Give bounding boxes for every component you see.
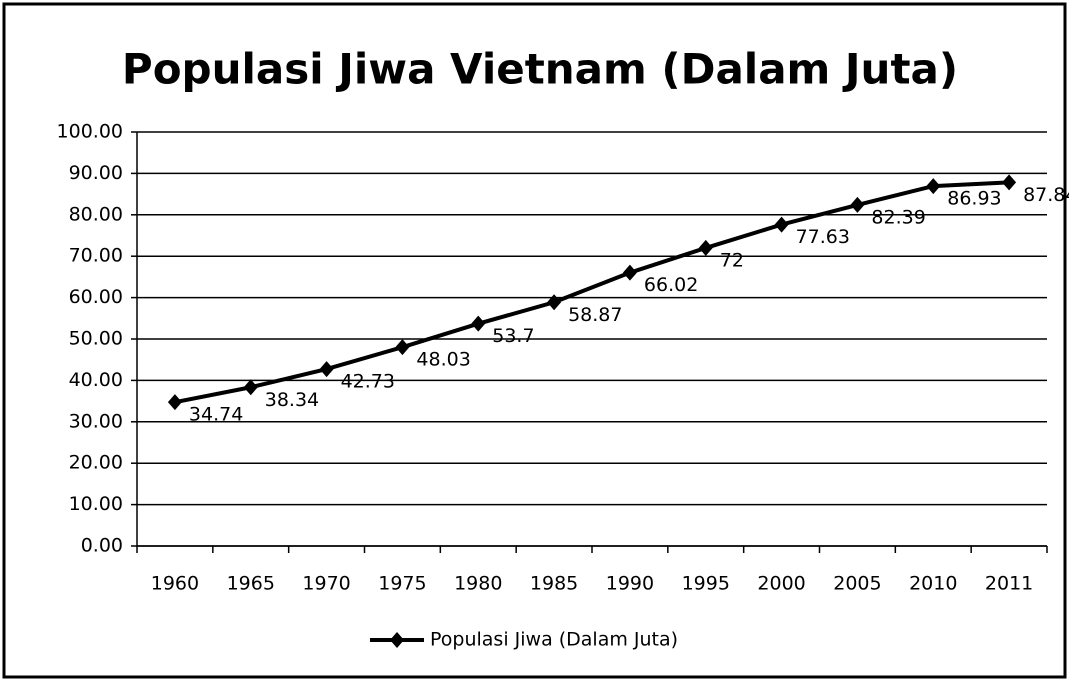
data-point [774,216,789,233]
data-label: 77.63 [796,226,850,248]
data-label: 87.84 [1023,184,1069,206]
x-tick-label: 1995 [682,573,730,595]
x-tick-label: 1970 [302,573,350,595]
y-tick-label: 70.00 [69,245,123,267]
data-point [319,361,334,378]
y-tick-label: 40.00 [69,369,123,391]
data-point [167,394,182,411]
data-label: 38.34 [265,389,319,411]
data-line [174,180,1010,405]
x-tick-label: 1975 [378,573,426,595]
x-tick-label: 2011 [985,573,1033,595]
data-point [471,315,486,332]
x-tick-label: 1980 [454,573,502,595]
y-tick-label: 90.00 [69,162,123,184]
data-label: 58.87 [568,304,622,326]
y-tick-label: 60.00 [69,286,123,308]
y-tick-label: 0.00 [81,535,123,557]
y-tick-label: 30.00 [69,410,123,432]
data-point [850,196,865,213]
legend-marker [390,632,404,648]
data-label: 72 [720,249,744,271]
data-point [698,239,713,256]
y-tick-label: 100.00 [57,121,123,143]
data-label: 66.02 [644,274,698,296]
x-tick-label: 1990 [606,573,654,595]
y-tick-label: 20.00 [69,452,123,474]
x-tick-label: 1965 [227,573,275,595]
data-label: 53.7 [492,325,534,347]
data-label: 86.93 [947,188,1001,210]
data-point [547,294,562,311]
y-tick-label: 50.00 [69,328,123,350]
data-label: 82.39 [871,206,925,228]
chart-title: Populasi Jiwa Vietnam (Dalam Juta) [122,45,958,94]
x-tick-label: 1960 [151,573,199,595]
data-point [926,178,941,195]
data-point [395,339,410,356]
data-label: 48.03 [416,349,470,371]
x-tick-label: 2005 [833,573,881,595]
x-tick-label: 2010 [909,573,957,595]
y-tick-label: 10.00 [69,493,123,515]
data-point [243,379,258,396]
data-point [622,264,637,281]
x-tick-label: 2000 [757,573,805,595]
legend-label: Populasi Jiwa (Dalam Juta) [430,629,678,651]
y-tick-label: 80.00 [69,203,123,225]
x-tick-label: 1985 [530,573,578,595]
data-point [1002,174,1017,191]
data-label: 42.73 [341,371,395,393]
data-label: 34.74 [189,404,243,426]
